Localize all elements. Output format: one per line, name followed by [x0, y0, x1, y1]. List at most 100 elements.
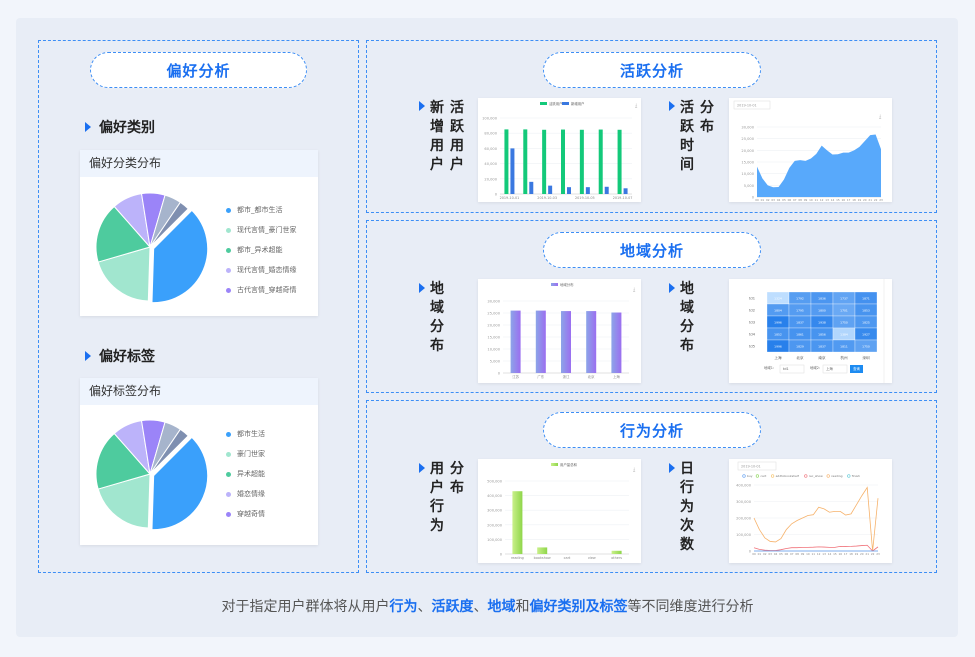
x-tick-label: 22: [874, 198, 878, 202]
section-label: 偏好标签: [99, 349, 155, 365]
cell-value: 1871: [862, 296, 870, 300]
cell-value: 1853: [862, 308, 870, 312]
region1-select: [779, 364, 805, 374]
cell-value: 1996: [774, 320, 782, 324]
cell-value: 1701: [840, 308, 848, 312]
download-icon: ⤓: [633, 467, 636, 473]
region2-select: [822, 364, 848, 374]
legend-label: addtobookshelf: [776, 474, 800, 478]
x-tick-label: 13: [822, 552, 826, 556]
bar: [561, 311, 571, 373]
legend-item[interactable]: 古代言情_穿越奇情: [226, 280, 297, 300]
download-icon: ⤓: [635, 103, 638, 109]
date-value: 2019-10-01: [741, 464, 761, 468]
x-tick-label: 16: [841, 198, 845, 202]
x-tick-label: 18: [852, 198, 856, 202]
legend-item[interactable]: 婚恋情缘: [226, 484, 265, 504]
cell-value: 1792: [796, 296, 804, 300]
row-label: td1: [749, 297, 755, 301]
x-tick-label: 04: [774, 552, 778, 556]
y-tick-label: 100,000: [487, 538, 503, 542]
cell-value: 1811: [840, 344, 848, 348]
cell-value: 1804: [774, 308, 782, 312]
legend-item[interactable]: 穿越奇情: [226, 504, 265, 524]
x-tick-label: 12: [817, 552, 821, 556]
y-tick-label: 30,000: [741, 126, 754, 130]
triangle-icon: [419, 101, 425, 111]
region-box: [366, 220, 937, 393]
card-title: 偏好分类分布: [80, 150, 318, 177]
x-tick-label: 00: [752, 552, 756, 556]
x-tick-label: 16: [838, 552, 842, 556]
daily-behavior-chart: 2019-10-01 buy cart addtobookshelf rec_show r…: [729, 459, 892, 563]
date-picker: [733, 100, 771, 110]
pie-chart: [95, 419, 209, 531]
triangle-icon: [419, 463, 425, 473]
cell-value: 1938: [818, 320, 826, 324]
category-pie-card: 偏好分类分布 都市_都市生活 现代言情_豪门世家 都市_异术超能 现代言情_婚恋…: [80, 150, 318, 316]
legend-label: reading: [831, 474, 842, 478]
legend-item[interactable]: 异术超能: [226, 464, 265, 484]
y-tick-label: 0: [495, 193, 498, 197]
x-tick-label: view: [588, 556, 596, 560]
legend-item[interactable]: 都市_异术超能: [226, 240, 297, 260]
y-tick-label: 80,000: [484, 132, 497, 136]
x-tick-label: 17: [847, 198, 851, 202]
triangle-icon: [669, 463, 675, 473]
x-tick-label: 17: [844, 552, 848, 556]
legend-item[interactable]: 现代言情_婚恋情缘: [226, 260, 297, 280]
activity-title: 活跃分析: [543, 52, 761, 88]
x-tick-label: 03: [768, 552, 772, 556]
legend-item[interactable]: 豪门世家: [226, 444, 265, 464]
distribution-label: 分布: [700, 100, 714, 135]
legend-marker: [770, 474, 775, 478]
legend-item[interactable]: 都市生活: [226, 424, 265, 444]
y-tick-label: 0: [498, 372, 501, 376]
cell-value: 1800: [818, 308, 826, 312]
preference-title: 偏好分析: [90, 52, 307, 88]
x-tick-label: 20: [860, 552, 864, 556]
x-tick-label: 05: [779, 552, 783, 556]
legend-label: 活跃用户: [549, 101, 563, 106]
legend-item[interactable]: 现代言情_豪门世家: [226, 220, 297, 240]
download-icon: ⤓: [633, 287, 636, 293]
legend-swatch: [540, 102, 547, 105]
legend-label: finish: [852, 474, 860, 478]
x-tick-label: 11: [815, 198, 819, 202]
cell-value: 1856: [818, 332, 826, 336]
y-tick-label: 25,000: [487, 312, 500, 316]
pie-legend: 都市生活 豪门世家 异术超能 婚恋情缘 穿越奇情: [226, 424, 265, 524]
bar: [542, 129, 547, 194]
y-tick-label: 500,000: [487, 480, 503, 484]
download-icon: ⤓: [879, 114, 882, 120]
legend-swatch: [551, 463, 558, 466]
x-tick-label: 北京: [588, 374, 595, 379]
y-tick-label: 20,000: [484, 177, 497, 181]
bar: [504, 129, 509, 194]
legend-item[interactable]: 都市_都市生活: [226, 200, 297, 220]
card-title: 偏好标签分布: [80, 378, 318, 405]
bar: [585, 187, 590, 194]
col-label: 深圳: [862, 355, 870, 360]
pie-legend: 都市_都市生活 现代言情_豪门世家 都市_异术超能 现代言情_婚恋情缘 古代言情…: [226, 200, 297, 300]
x-tick-label: 2019-10-05: [575, 196, 595, 200]
x-tick-label: 01: [761, 198, 765, 202]
y-tick-label: 0: [752, 196, 755, 200]
y-tick-label: 300,000: [736, 500, 752, 504]
y-tick-label: 200,000: [487, 523, 503, 527]
pie-slice: [149, 201, 189, 248]
triangle-icon: [85, 122, 91, 132]
x-tick-label: 00: [755, 198, 759, 202]
y-tick-label: 15,000: [741, 161, 754, 165]
cell-value: 1324: [774, 296, 782, 300]
pie-slice: [95, 432, 151, 490]
legend-label: buy: [747, 474, 753, 478]
row-label: td3: [749, 321, 755, 325]
bar: [510, 310, 521, 373]
cell-value: 1837: [796, 320, 804, 324]
bar: [535, 310, 546, 373]
x-tick-label: 10: [806, 552, 810, 556]
legend-marker: [826, 474, 830, 478]
section-label: 偏好类别: [99, 120, 155, 136]
x-tick-label: 09: [801, 552, 805, 556]
